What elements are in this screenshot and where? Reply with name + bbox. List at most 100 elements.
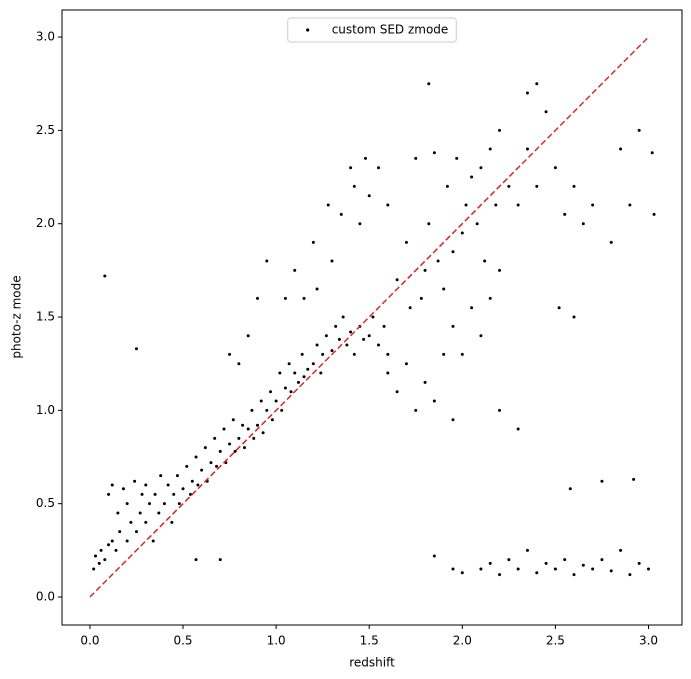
point [516, 203, 520, 207]
point [300, 352, 304, 356]
legend-box [287, 17, 457, 43]
point [600, 558, 604, 562]
point [632, 477, 636, 481]
point [352, 184, 356, 188]
point [140, 492, 144, 496]
point [591, 203, 595, 207]
point [324, 334, 328, 338]
point [479, 334, 483, 338]
point [125, 539, 129, 543]
point [103, 558, 107, 562]
point [129, 520, 133, 524]
point [218, 558, 222, 562]
point [516, 427, 520, 431]
point [255, 296, 259, 300]
point [265, 408, 269, 412]
point [427, 222, 431, 226]
point [609, 569, 613, 573]
point [460, 571, 464, 575]
point [241, 423, 245, 427]
x-axis-label: redshift [349, 656, 395, 670]
point [250, 408, 254, 412]
point [228, 442, 232, 446]
y-tick-label: 1.0 [36, 403, 55, 417]
point [386, 371, 390, 375]
point [151, 539, 155, 543]
point [451, 324, 455, 328]
point [498, 268, 502, 272]
point [228, 352, 232, 356]
point [280, 408, 284, 412]
point [568, 487, 572, 491]
point [600, 479, 604, 483]
point [177, 502, 181, 506]
point [237, 436, 241, 440]
point [311, 240, 315, 244]
point [572, 315, 576, 319]
point [334, 324, 338, 328]
point [414, 156, 418, 160]
point [114, 548, 118, 552]
point [293, 371, 297, 375]
point [138, 511, 142, 515]
point [278, 371, 282, 375]
point [274, 399, 278, 403]
point [488, 561, 492, 565]
point [181, 487, 185, 491]
x-tick-label: 2.0 [453, 634, 472, 648]
point [134, 347, 138, 351]
point [121, 487, 125, 491]
point [498, 573, 502, 577]
point [133, 479, 137, 483]
y-tick-label: 0.5 [36, 496, 55, 510]
y-tick-label: 0.0 [36, 590, 55, 604]
point [315, 287, 319, 291]
point [455, 156, 459, 160]
point [432, 151, 436, 155]
point [116, 511, 120, 515]
x-tick-label: 1.0 [267, 634, 286, 648]
point [445, 184, 449, 188]
legend: custom SED zmode [287, 17, 457, 43]
point [609, 240, 613, 244]
point [103, 274, 107, 278]
point [269, 390, 273, 394]
point [535, 571, 539, 575]
point [118, 530, 122, 534]
point [321, 352, 325, 356]
point [237, 362, 241, 366]
point [255, 423, 259, 427]
point [246, 334, 250, 338]
point [563, 558, 567, 562]
point [362, 337, 366, 341]
y-tick-label: 2.5 [36, 123, 55, 137]
point [367, 334, 371, 338]
point [159, 474, 163, 478]
point [572, 573, 576, 577]
point [209, 461, 213, 465]
point [544, 561, 548, 565]
point [367, 194, 371, 198]
point [535, 184, 539, 188]
point [231, 418, 235, 422]
point [581, 563, 585, 567]
point [507, 184, 511, 188]
point [404, 362, 408, 366]
y-tick-label: 2.0 [36, 216, 55, 230]
point [470, 306, 474, 310]
point [172, 492, 176, 496]
point [330, 349, 334, 353]
point [408, 306, 412, 310]
point [215, 464, 219, 468]
point [349, 166, 353, 170]
point [196, 483, 200, 487]
point [319, 371, 323, 375]
point [363, 156, 367, 160]
point [525, 548, 529, 552]
point [382, 324, 386, 328]
point [233, 449, 237, 453]
point [628, 203, 632, 207]
point [315, 343, 319, 347]
point [200, 468, 204, 472]
